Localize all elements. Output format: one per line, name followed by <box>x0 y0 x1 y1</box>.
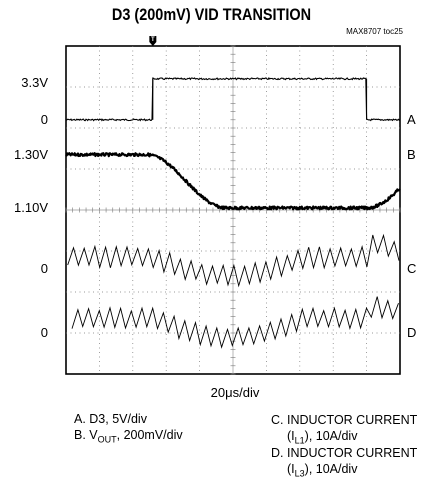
legend-c-line1: C. INDUCTOR CURRENT <box>271 413 417 427</box>
legend-b: B. VOUT, 200mV/div <box>74 428 183 445</box>
trace-label-a: A <box>407 111 416 127</box>
legend-d-line1: D. INDUCTOR CURRENT <box>271 446 417 460</box>
legend-b-suffix: , 200mV/div <box>116 428 183 442</box>
trigger-marker-icon <box>149 36 157 46</box>
trace-b-line <box>65 152 401 211</box>
trigger-marker-letter: T <box>151 37 155 43</box>
x-scale-label: 20μs/div <box>210 385 260 400</box>
legend-b-sub: OUT <box>97 434 117 445</box>
figure-id: MAX8707 toc25 <box>346 27 403 36</box>
legend-b-prefix: B. V <box>74 428 98 442</box>
trace-d-line <box>71 296 399 349</box>
trace-label-c: C <box>407 261 417 277</box>
legend-c-title: C. INDUCTOR CURRENT <box>271 413 418 427</box>
legend-d-suffix: ), 10A/div <box>304 462 358 476</box>
legend-c-sub: L1 <box>294 435 305 446</box>
trace-c-line <box>67 233 400 288</box>
left-label-1: 0 <box>40 111 48 127</box>
legend-d-line2: (IL3), 10A/div <box>287 462 357 479</box>
legend-d-title: D. INDUCTOR CURRENT <box>271 446 418 460</box>
trace-a-line <box>65 77 401 122</box>
legend-c-suffix: ), 10A/div <box>304 429 358 443</box>
trace-label-d: D <box>407 325 417 340</box>
legend-c-line2: (IL1), 10A/div <box>287 429 357 446</box>
left-label-2: 1.30V <box>14 146 48 162</box>
chart-title: D3 (200mV) VID TRANSITION <box>111 5 312 24</box>
legend-a-text: A. D3, 5V/div <box>74 412 147 426</box>
left-label-4: 0 <box>40 261 48 277</box>
trace-label-b: B <box>407 146 416 162</box>
legend-a: A. D3, 5V/div <box>74 412 147 426</box>
legend-c-prefix: (I <box>287 429 295 443</box>
legend-d-sub: L3 <box>294 468 305 479</box>
left-label-5: 0 <box>40 325 48 340</box>
left-label-0: 3.3V <box>21 74 48 90</box>
legend-d-prefix: (I <box>287 462 295 476</box>
left-label-3: 1.10V <box>14 199 48 215</box>
